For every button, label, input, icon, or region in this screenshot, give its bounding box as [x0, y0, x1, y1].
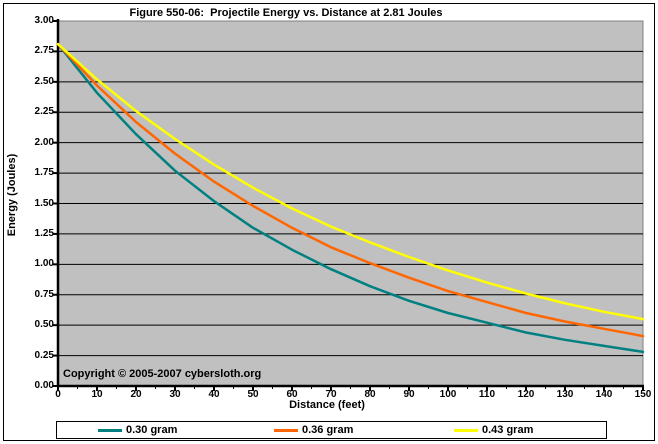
legend-label: 0.30 gram	[126, 424, 178, 436]
y-tick-label: 2.00	[34, 136, 54, 148]
copyright-text: Copyright © 2005-2007 cybersloth.org	[63, 368, 262, 380]
x-tick-label: 50	[247, 389, 259, 400]
y-tick-label: 2.75	[34, 45, 54, 57]
legend-item: 0.36 gram	[274, 422, 353, 438]
y-tick-label: 0.75	[34, 288, 54, 300]
series-line-0-43-gram	[56, 42, 645, 321]
y-tick-label: 2.50	[34, 75, 54, 87]
y-tick-label: 2.25	[34, 106, 54, 118]
x-tick-label: 90	[403, 389, 415, 400]
x-tick-label: 20	[130, 389, 142, 400]
y-tick-label: 1.00	[34, 258, 54, 270]
legend-line-swatch-043-gram	[454, 428, 478, 432]
legend-label: 0.36 gram	[302, 424, 354, 436]
x-tick-label: 120	[517, 389, 535, 400]
x-tick-label: 30	[169, 389, 181, 400]
series-line-0-36-gram	[56, 42, 645, 338]
chart-outer-border	[3, 3, 655, 441]
x-tick-label: 100	[439, 389, 457, 400]
y-tick-label: 0.25	[34, 349, 54, 361]
legend-label: 0.43 gram	[482, 424, 534, 436]
legend-item: 0.30 gram	[98, 422, 177, 438]
y-tick-label: 3.00	[34, 15, 54, 26]
y-tick-label: 0.50	[34, 319, 54, 331]
legend-line-swatch-030-gram	[98, 428, 122, 432]
x-tick-label: 140	[595, 389, 613, 400]
x-tick-label: 110	[478, 389, 496, 400]
y-tick-label: 1.50	[34, 197, 54, 209]
y-tick-label: 1.25	[34, 227, 54, 239]
chart-title: Figure 550-06: Projectile Energy vs. Dis…	[129, 7, 443, 19]
x-tick-label: 60	[286, 389, 298, 400]
x-tick-label: 150	[634, 389, 652, 400]
x-tick-label: 40	[208, 389, 220, 400]
legend-line-swatch-036-gram	[274, 428, 298, 432]
x-tick-label: 80	[364, 389, 376, 400]
legend: 0.30 gram 0.36 gram 0.43 gram	[56, 421, 607, 439]
x-tick-label: 0	[55, 389, 61, 400]
series-line-0-30-gram	[56, 42, 645, 354]
x-axis-title: Distance (feet)	[289, 399, 365, 411]
x-tick-label: 70	[325, 389, 337, 400]
y-tick-label: 0.00	[34, 380, 54, 391]
x-tick-label: 130	[556, 389, 574, 400]
y-tick-label: 1.75	[34, 167, 54, 179]
legend-item: 0.43 gram	[454, 422, 533, 438]
x-tick-label: 10	[91, 389, 103, 400]
